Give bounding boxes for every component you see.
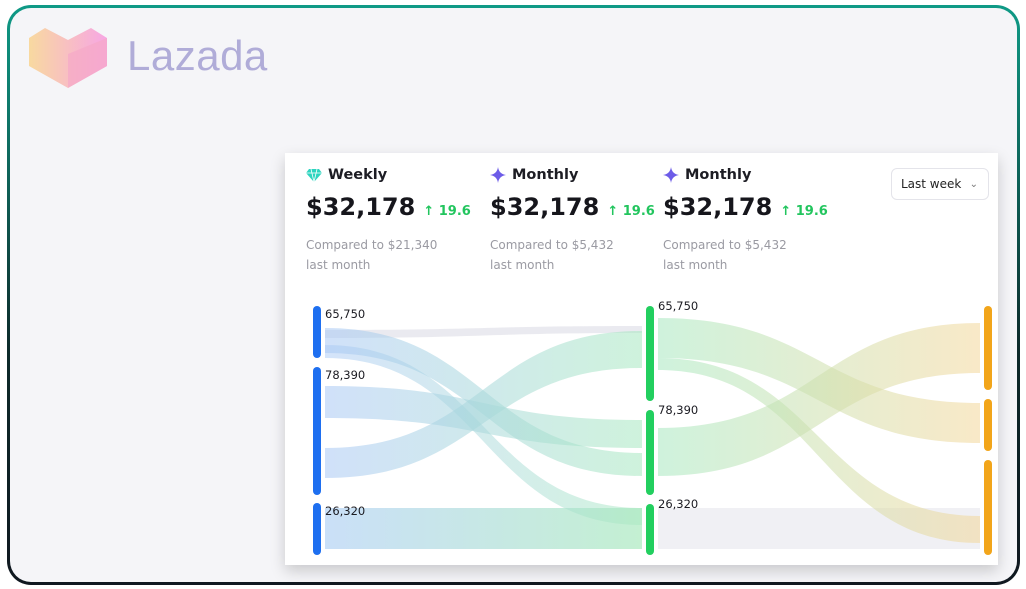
sankey-node (313, 367, 321, 495)
sankey-node (984, 306, 992, 390)
stat-amount: $32,178 (490, 193, 600, 221)
stat-1: Monthly $32,178 ↑ 19.6 Compared to $5,43… (490, 167, 655, 275)
stat-period: last month (663, 258, 728, 272)
period-dropdown[interactable]: Last week ⌄ (891, 168, 989, 200)
stat-label: Weekly (328, 167, 388, 183)
sales-card: Weekly $32,178 ↑ 19.6 Compared to $21,34… (285, 153, 998, 565)
sankey-node (646, 410, 654, 495)
sankey-node (313, 306, 321, 358)
arrow-up-icon: ↑ (780, 204, 792, 219)
lazada-heart-icon (29, 28, 107, 88)
stat-amount: $32,178 (306, 193, 416, 221)
sankey-chart: 65,750 78,390 26,320 65,750 78,390 26,320 (313, 299, 992, 555)
sankey-link (325, 345, 642, 525)
window-frame: Lazada Weekly $32,178 ↑ 19.6 Compared to… (7, 5, 1020, 585)
stat-delta-value: 19.6 (438, 204, 471, 219)
page-background: Lazada Weekly $32,178 ↑ 19.6 Compared to… (10, 8, 1017, 582)
stat-compare: Compared to $5,432 (490, 238, 614, 252)
stat-2: Monthly $32,178 ↑ 19.6 Compared to $5,43… (663, 167, 828, 275)
arrow-up-icon: ↑ (423, 204, 435, 219)
sankey-link (325, 386, 642, 448)
sankey-node (313, 503, 321, 555)
stat-0: Weekly $32,178 ↑ 19.6 Compared to $21,34… (306, 167, 471, 275)
stat-label: Monthly (685, 167, 752, 183)
period-dropdown-value: Last week (901, 177, 962, 191)
stat-delta: ↑ 19.6 (423, 204, 471, 219)
sankey-node-label: 78,390 (658, 403, 698, 417)
sankey-link (325, 508, 642, 549)
sankey-node-label: 65,750 (325, 307, 365, 321)
sankey-node-label: 26,320 (325, 504, 365, 518)
sparkle-icon (663, 167, 679, 183)
stat-delta: ↑ 19.6 (780, 204, 828, 219)
stat-label: Monthly (512, 167, 579, 183)
stat-delta-value: 19.6 (622, 204, 655, 219)
stat-amount: $32,178 (663, 193, 773, 221)
sankey-link (658, 323, 980, 476)
brand-logo: Lazada (27, 22, 268, 90)
sankey-link (658, 358, 980, 543)
brand-name: Lazada (127, 32, 268, 79)
arrow-up-icon: ↑ (607, 204, 619, 219)
sankey-link (325, 326, 642, 338)
sankey-node (984, 399, 992, 451)
sankey-node (984, 460, 992, 555)
sparkle-icon (490, 167, 506, 183)
sankey-node-label: 26,320 (658, 497, 698, 511)
diamond-icon (306, 168, 322, 182)
sankey-node-label: 78,390 (325, 368, 365, 382)
chevron-down-icon: ⌄ (969, 178, 978, 190)
sankey-node (646, 504, 654, 555)
sankey-node (646, 306, 654, 401)
stat-delta: ↑ 19.6 (607, 204, 655, 219)
stat-period: last month (490, 258, 555, 272)
stat-period: last month (306, 258, 371, 272)
stat-compare: Compared to $21,340 (306, 238, 438, 252)
stat-compare: Compared to $5,432 (663, 238, 787, 252)
sankey-node-label: 65,750 (658, 299, 698, 313)
stat-delta-value: 19.6 (795, 204, 828, 219)
